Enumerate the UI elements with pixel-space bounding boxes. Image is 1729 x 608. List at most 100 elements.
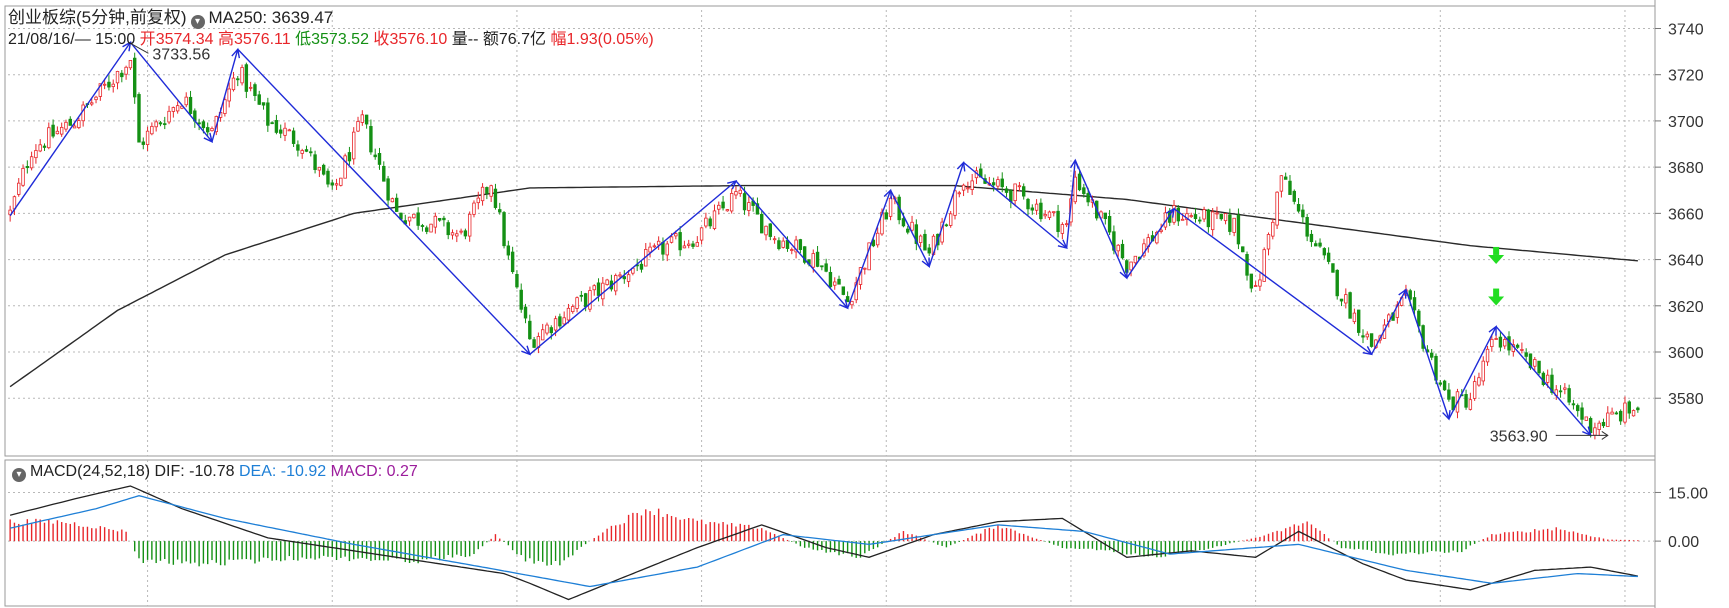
candle-body — [884, 212, 888, 220]
candle-body — [1438, 382, 1442, 385]
candle-body — [1039, 202, 1043, 220]
candle-body — [59, 126, 64, 135]
candle-body — [669, 236, 674, 243]
candle-body — [1571, 403, 1576, 406]
candle-body — [772, 238, 777, 241]
candle-body — [1189, 215, 1193, 217]
candle-body — [1326, 252, 1331, 262]
candle-body — [923, 233, 927, 251]
candle-body — [1283, 176, 1288, 180]
zigzag-segment — [9, 41, 131, 217]
y-tick-label: 3700 — [1668, 114, 1704, 131]
candle-body — [1352, 312, 1357, 323]
zigzag-segment — [1370, 289, 1407, 355]
candle-body — [1060, 224, 1065, 234]
candle-body — [1305, 217, 1309, 237]
candle-body — [768, 223, 773, 237]
candle-body — [1176, 207, 1181, 222]
candle-body — [248, 86, 253, 89]
zigzag-arrowhead — [839, 299, 849, 310]
candle-body — [498, 209, 502, 213]
candle-body — [1210, 211, 1215, 231]
candle-body — [321, 164, 326, 175]
candle-body — [970, 180, 974, 191]
candle-body — [317, 166, 322, 171]
macd-title: MACD(24,52,18) — [30, 463, 151, 480]
candle-body — [94, 96, 98, 101]
chevron-down-icon[interactable]: ▾ — [190, 15, 205, 29]
candle-body — [953, 190, 957, 216]
candle-body — [266, 102, 270, 126]
candle-body — [562, 317, 566, 325]
candle-body — [888, 197, 893, 217]
candle-body — [652, 245, 657, 248]
candle-body — [1223, 213, 1228, 222]
candle-body — [1253, 285, 1258, 287]
candle-body — [1314, 243, 1318, 247]
macd-panel — [9, 485, 1639, 601]
candle-body — [1537, 360, 1541, 374]
price-axis: 3740 3720 3700 3680 3660 3640 3620 3600 3580 15.0… — [1655, 21, 1708, 551]
candle-body — [1361, 335, 1365, 338]
candle-body — [1228, 214, 1232, 232]
candle-body — [356, 121, 360, 132]
candle-body — [502, 212, 506, 247]
candle-body — [223, 99, 227, 114]
candle-body — [446, 222, 450, 236]
candle-body — [197, 122, 201, 125]
candle-body — [510, 251, 515, 273]
candle-body — [377, 153, 382, 165]
candle-body — [291, 130, 296, 144]
candle-body — [1430, 352, 1434, 358]
candle-body — [1490, 338, 1494, 348]
candle-body — [1631, 410, 1636, 417]
candle-body — [450, 232, 455, 236]
candle-body — [1627, 401, 1631, 414]
low-value: 3573.52 — [311, 31, 369, 48]
candle-body — [98, 83, 103, 97]
dif-line — [9, 485, 1639, 601]
candle-body — [1086, 193, 1090, 203]
candle-body — [734, 191, 738, 196]
candle-body — [506, 245, 511, 256]
candle-body — [1558, 390, 1563, 393]
candle-body — [420, 225, 425, 227]
candle-body — [588, 290, 592, 310]
amp-label: 幅 — [550, 31, 567, 48]
candle-body — [1309, 233, 1314, 243]
candle-body — [1614, 412, 1619, 415]
candle-body — [77, 120, 81, 129]
chevron-down-icon[interactable]: ▾ — [12, 468, 26, 482]
candle-body — [115, 71, 120, 84]
candle-body — [1412, 297, 1417, 311]
candle-body — [695, 242, 700, 247]
high-label: 高 — [217, 31, 234, 48]
candle-body — [132, 57, 137, 98]
candle-body — [412, 213, 416, 219]
candle-body — [850, 300, 854, 306]
zigzag-segment — [129, 41, 213, 143]
candle-body — [463, 230, 468, 237]
candle-body — [1249, 273, 1254, 289]
zigzag-segment — [928, 162, 965, 267]
candle-body — [867, 242, 871, 271]
candle-body — [313, 154, 317, 170]
candle-body — [394, 197, 399, 212]
candle-body — [1365, 333, 1369, 338]
candle-body — [175, 105, 180, 112]
volume-label: 量-- — [451, 31, 479, 48]
candle-body — [1584, 416, 1589, 421]
candle-body — [1082, 187, 1086, 195]
candle-body — [231, 77, 236, 91]
macd-label: MACD: 0.27 — [330, 463, 418, 480]
candle-body — [124, 66, 128, 75]
candle-body — [489, 185, 493, 197]
candle-body — [558, 316, 562, 327]
candle-body — [828, 271, 833, 288]
candle-body — [1288, 180, 1292, 195]
zigzag-arrowhead — [1442, 410, 1451, 421]
candle-body — [1442, 380, 1447, 391]
candle-body — [648, 246, 652, 253]
candle-body — [1524, 352, 1528, 357]
